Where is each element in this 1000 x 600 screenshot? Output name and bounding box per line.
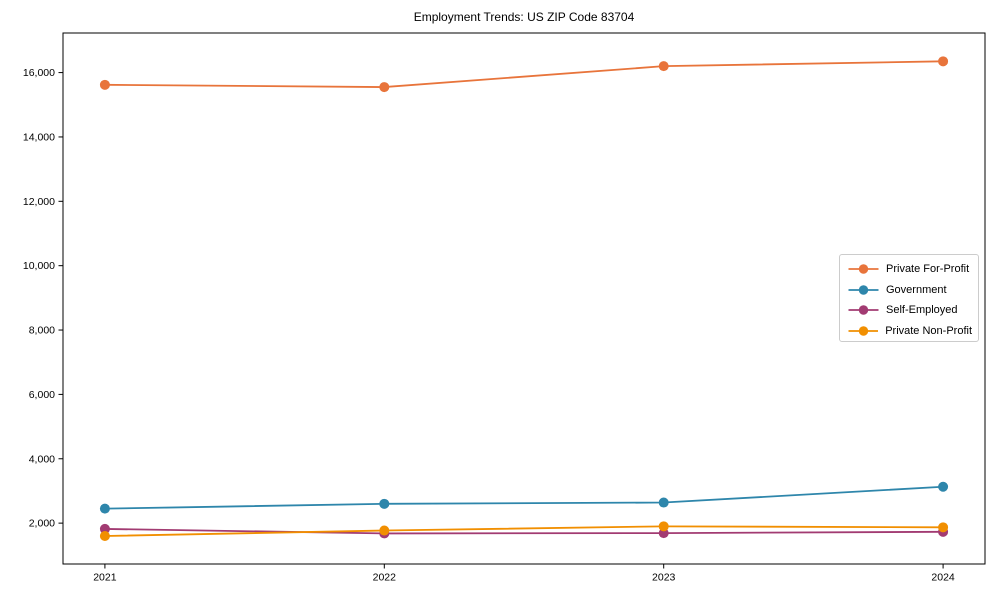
legend-label: Government	[886, 283, 947, 296]
data-point-private-for-profit	[658, 61, 669, 72]
data-point-private-for-profit	[99, 79, 110, 90]
legend-item-self-employed: Self-Employed	[848, 300, 972, 321]
legend-marker-icon	[848, 326, 879, 336]
legend-item-private-non-profit: Private Non-Profit	[848, 321, 972, 342]
x-axis-tick-label: 2023	[652, 572, 676, 584]
y-axis-tick-label: 12,000	[23, 196, 55, 208]
y-axis-tick-label: 14,000	[23, 131, 55, 143]
x-axis-tick-label: 2024	[931, 572, 955, 584]
legend-label: Private Non-Profit	[885, 324, 972, 337]
data-point-private-non-profit	[938, 522, 949, 533]
y-axis-tick-label: 10,000	[23, 260, 55, 272]
data-point-private-for-profit	[379, 82, 390, 93]
y-axis-tick-label: 4,000	[29, 453, 55, 465]
legend-label: Private For-Profit	[886, 263, 970, 276]
legend-marker-icon	[848, 264, 879, 274]
y-axis-tick-label: 2,000	[29, 518, 55, 530]
data-point-private-non-profit	[99, 531, 110, 542]
data-point-government	[938, 481, 949, 492]
data-point-private-non-profit	[379, 525, 390, 536]
data-point-government	[658, 497, 669, 508]
series-line-private-for-profit	[104, 60, 944, 88]
chart-legend: Private For-Profit Government Self-Employe…	[839, 254, 979, 342]
data-point-private-non-profit	[658, 521, 669, 532]
legend-item-government: Government	[848, 280, 972, 301]
legend-marker-icon	[848, 305, 879, 315]
legend-marker-icon	[848, 285, 879, 295]
legend-label: Self-Employed	[886, 304, 958, 317]
x-axis-tick-label: 2022	[373, 572, 397, 584]
plot-frame	[62, 32, 986, 565]
series-line-private-non-profit	[104, 525, 944, 537]
series-line-self-employed	[104, 528, 944, 535]
data-point-government	[379, 498, 390, 509]
y-axis-tick-label: 16,000	[23, 67, 55, 79]
series-line-government	[104, 485, 944, 510]
data-point-self-employed	[99, 523, 110, 534]
y-axis-tick-label: 8,000	[29, 325, 55, 337]
chart-title: Employment Trends: US ZIP Code 83704	[413, 10, 635, 24]
y-axis-tick-label: 6,000	[29, 389, 55, 401]
x-axis-tick-label: 2021	[93, 572, 117, 584]
data-point-private-for-profit	[938, 56, 949, 67]
legend-item-private-for-profit: Private For-Profit	[848, 259, 972, 280]
data-point-government	[99, 503, 110, 514]
